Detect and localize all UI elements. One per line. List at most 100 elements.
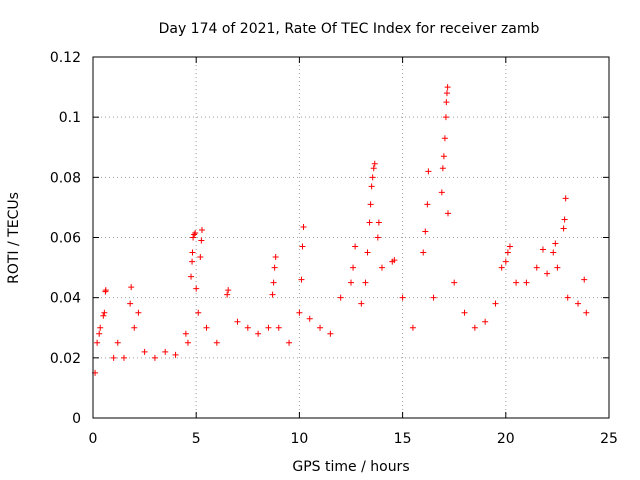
data-point [440, 153, 447, 160]
data-point [583, 309, 590, 316]
data-point [513, 279, 520, 286]
data-point [504, 249, 511, 256]
data-point [399, 294, 406, 301]
data-point [270, 279, 277, 286]
data-point [300, 223, 307, 230]
data-point [128, 284, 135, 291]
data-point [272, 254, 279, 261]
data-point [369, 174, 376, 181]
y-tick-label: 0.04 [50, 291, 81, 307]
data-point [362, 279, 369, 286]
y-tick-label: 0.06 [50, 231, 81, 247]
data-point [441, 135, 448, 142]
data-point [350, 264, 357, 271]
data-point [424, 201, 431, 208]
data-point [366, 219, 373, 226]
data-point [298, 276, 305, 283]
data-point [442, 114, 449, 121]
data-point [184, 339, 191, 346]
data-point [358, 300, 365, 307]
data-point [554, 264, 561, 271]
data-point [188, 273, 195, 280]
data-point [506, 243, 513, 250]
chart-title: Day 174 of 2021, Rate Of TEC Index for r… [159, 21, 540, 37]
data-point [581, 276, 588, 283]
data-point [544, 270, 551, 277]
data-point [255, 330, 262, 337]
x-tick-label: 10 [290, 431, 308, 447]
data-point [151, 354, 158, 361]
data-point [286, 339, 293, 346]
data-point [523, 279, 530, 286]
data-point [409, 324, 416, 331]
data-point [451, 279, 458, 286]
axis-ticks: 0 0.02 0.04 0.06 0.08 0.1 0.12 0 5 10 15 20 25 [50, 50, 618, 447]
data-point [234, 318, 241, 325]
data-point [269, 291, 276, 298]
data-point [425, 168, 432, 175]
data-point [378, 264, 385, 271]
data-point [192, 229, 199, 236]
data-point [265, 324, 272, 331]
data-point [539, 246, 546, 253]
data-point [420, 249, 427, 256]
data-point [367, 201, 374, 208]
data-point [371, 160, 378, 167]
y-tick-label: 0.08 [50, 170, 81, 186]
data-point [141, 348, 148, 355]
grid-lines [93, 57, 609, 418]
data-point [195, 309, 202, 316]
x-axis-label: GPS time / hours [292, 459, 409, 475]
data-point [430, 294, 437, 301]
data-point [135, 309, 142, 316]
data-point [317, 324, 324, 331]
data-point [275, 324, 282, 331]
data-point [131, 324, 138, 331]
data-point [370, 165, 377, 172]
data-point [552, 240, 559, 247]
data-point [299, 243, 306, 250]
data-point [94, 339, 101, 346]
data-point [533, 264, 540, 271]
data-points [92, 84, 590, 376]
data-point [197, 254, 204, 261]
data-point [364, 249, 371, 256]
data-point [224, 291, 231, 298]
x-tick-label: 20 [497, 431, 515, 447]
data-point [189, 258, 196, 265]
data-point [550, 249, 557, 256]
data-point [190, 234, 197, 241]
x-tick-label: 25 [600, 431, 618, 447]
data-point [306, 315, 313, 322]
data-point [443, 90, 450, 97]
data-point [127, 300, 134, 307]
data-point [422, 228, 429, 235]
data-point [120, 354, 127, 361]
data-point [564, 294, 571, 301]
data-point [102, 287, 109, 294]
data-point [492, 300, 499, 307]
data-point [203, 324, 210, 331]
data-point [193, 285, 200, 292]
data-point [198, 226, 205, 233]
data-point [374, 234, 381, 241]
data-point [96, 330, 103, 337]
data-point [348, 279, 354, 286]
data-point [100, 312, 107, 319]
data-point [327, 330, 334, 337]
data-point [498, 264, 505, 271]
data-point [97, 324, 104, 331]
x-tick-label: 15 [394, 431, 412, 447]
y-tick-label: 0.02 [50, 351, 81, 367]
plot-frame [92, 56, 610, 419]
data-point [337, 294, 344, 301]
data-point [172, 351, 179, 358]
data-point [375, 219, 382, 226]
x-tick-label: 0 [89, 431, 98, 447]
data-point [471, 324, 478, 331]
data-point [445, 210, 452, 217]
data-point [444, 84, 451, 91]
data-point [189, 249, 196, 256]
data-point [198, 237, 205, 244]
